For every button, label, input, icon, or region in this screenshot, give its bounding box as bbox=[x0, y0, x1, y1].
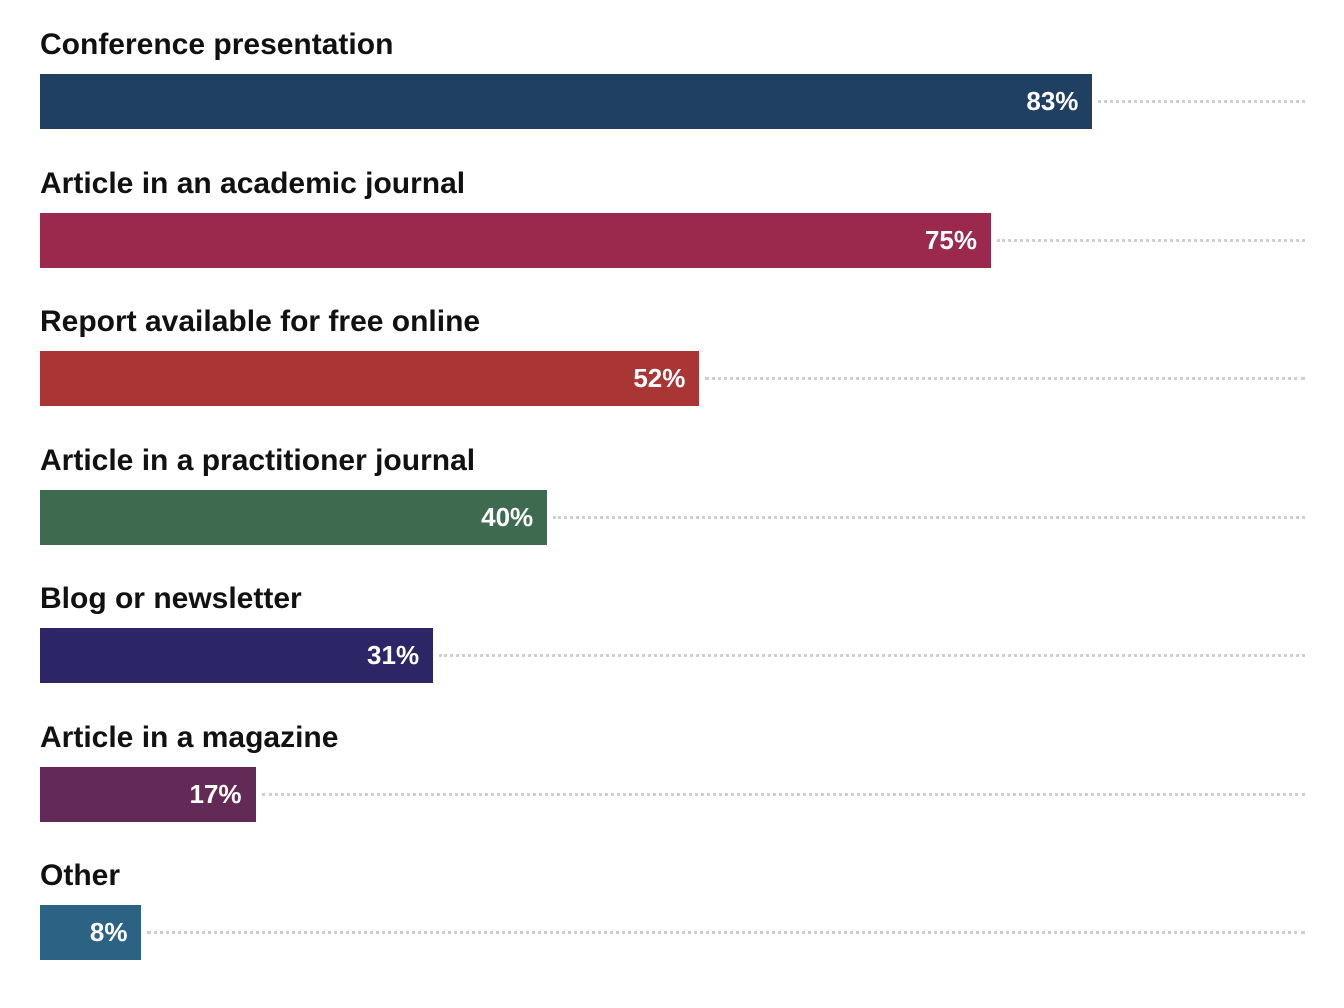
category-label: Article in a magazine bbox=[40, 720, 339, 754]
value-label: 75% bbox=[924, 224, 977, 255]
dotted-guide-line bbox=[439, 654, 1305, 657]
dotted-guide-line bbox=[1098, 100, 1305, 103]
bar: 52% bbox=[40, 351, 700, 406]
bar: 40% bbox=[40, 489, 548, 545]
bar: 75% bbox=[40, 212, 991, 268]
dotted-guide-line bbox=[261, 792, 1305, 796]
dotted-guide-line bbox=[705, 377, 1305, 380]
dotted-guide-line bbox=[553, 515, 1305, 519]
category-label: Conference presentation bbox=[40, 28, 394, 61]
bar: 31% bbox=[40, 628, 434, 683]
category-label: Report available for free online bbox=[40, 305, 481, 338]
value-label: 17% bbox=[189, 778, 242, 809]
bar: 8% bbox=[40, 905, 142, 960]
value-label: 40% bbox=[481, 501, 534, 532]
value-label: 52% bbox=[633, 363, 686, 393]
category-label: Article in a practitioner journal bbox=[40, 443, 476, 477]
bar: 17% bbox=[40, 766, 256, 822]
dotted-guide-line bbox=[147, 931, 1305, 934]
value-label: 83% bbox=[1026, 86, 1079, 116]
category-label: Blog or newsletter bbox=[40, 582, 302, 615]
value-label: 8% bbox=[89, 917, 128, 947]
category-label: Other bbox=[40, 859, 121, 892]
category-label: Article in an academic journal bbox=[40, 166, 466, 200]
value-label: 31% bbox=[367, 640, 420, 670]
dotted-guide-line bbox=[997, 238, 1305, 242]
bar: 83% bbox=[40, 74, 1093, 129]
